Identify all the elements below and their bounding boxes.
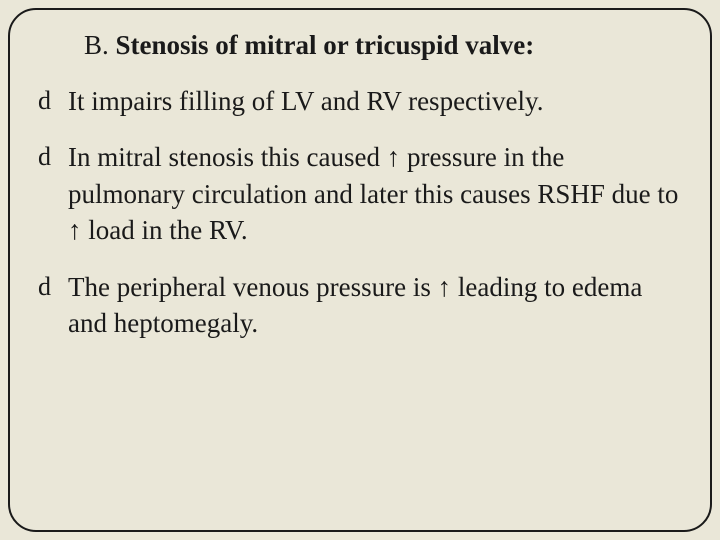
list-item: d In mitral stenosis this caused ↑ press… <box>38 139 682 248</box>
bullet-icon: d <box>38 83 68 116</box>
bullet-icon: d <box>38 269 68 302</box>
list-item: d The peripheral venous pressure is ↑ le… <box>38 269 682 342</box>
bullet-text: It impairs filling of LV and RV respecti… <box>68 83 544 119</box>
list-item: d It impairs filling of LV and RV respec… <box>38 83 682 119</box>
bullet-text: In mitral stenosis this caused ↑ pressur… <box>68 139 682 248</box>
slide-heading: B. Stenosis of mitral or tricuspid valve… <box>84 30 682 61</box>
heading-label: B. <box>84 30 109 60</box>
slide-frame: B. Stenosis of mitral or tricuspid valve… <box>8 8 712 532</box>
bullet-text: The peripheral venous pressure is ↑ lead… <box>68 269 682 342</box>
bullet-icon: d <box>38 139 68 172</box>
heading-text: Stenosis of mitral or tricuspid valve: <box>116 30 535 60</box>
